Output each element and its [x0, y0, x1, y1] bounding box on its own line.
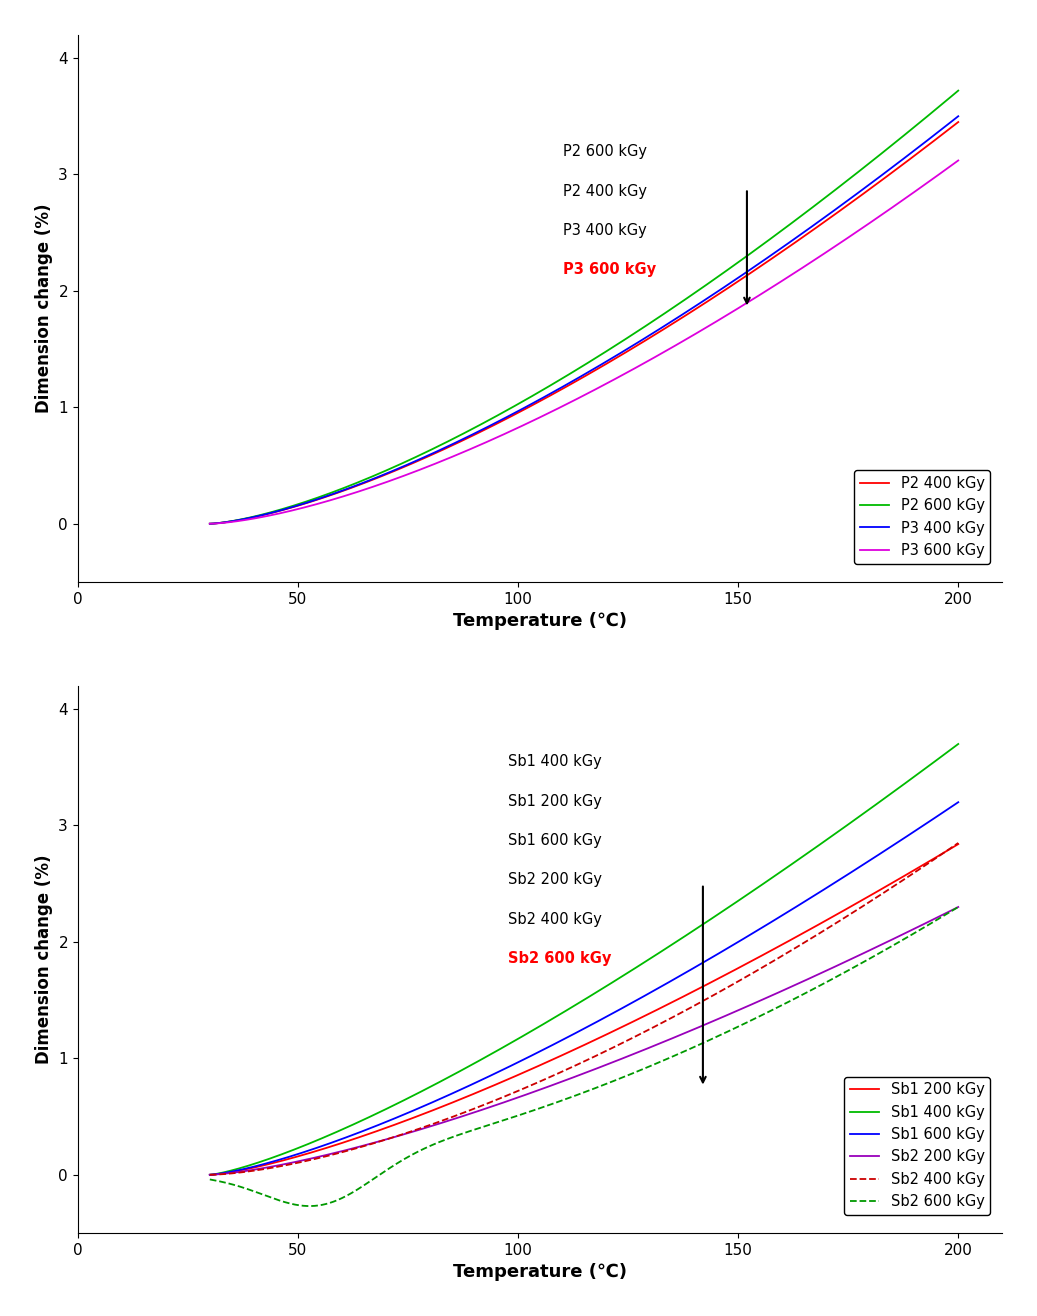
X-axis label: Temperature (℃): Temperature (℃)	[453, 612, 627, 630]
Legend: P2 400 kGy, P2 600 kGy, P3 400 kGy, P3 600 kGy: P2 400 kGy, P2 600 kGy, P3 400 kGy, P3 6…	[853, 470, 990, 563]
Text: Sb1 600 kGy: Sb1 600 kGy	[508, 833, 601, 848]
Text: Sb1 200 kGy: Sb1 200 kGy	[508, 794, 601, 808]
Text: P2 600 kGy: P2 600 kGy	[563, 145, 647, 159]
Text: Sb1 400 kGy: Sb1 400 kGy	[508, 754, 601, 769]
Text: P2 400 kGy: P2 400 kGy	[563, 183, 647, 199]
Text: Sb2 200 kGy: Sb2 200 kGy	[508, 873, 601, 887]
Y-axis label: Dimension change (%): Dimension change (%)	[34, 854, 53, 1065]
Text: P3 400 kGy: P3 400 kGy	[563, 222, 647, 238]
Text: Sb2 600 kGy: Sb2 600 kGy	[508, 951, 611, 966]
Legend: Sb1 200 kGy, Sb1 400 kGy, Sb1 600 kGy, Sb2 200 kGy, Sb2 400 kGy, Sb2 600 kGy: Sb1 200 kGy, Sb1 400 kGy, Sb1 600 kGy, S…	[844, 1076, 990, 1215]
X-axis label: Temperature (℃): Temperature (℃)	[453, 1263, 627, 1282]
Text: P3 600 kGy: P3 600 kGy	[563, 262, 656, 278]
Text: Sb2 400 kGy: Sb2 400 kGy	[508, 912, 601, 926]
Y-axis label: Dimension change (%): Dimension change (%)	[34, 204, 53, 413]
